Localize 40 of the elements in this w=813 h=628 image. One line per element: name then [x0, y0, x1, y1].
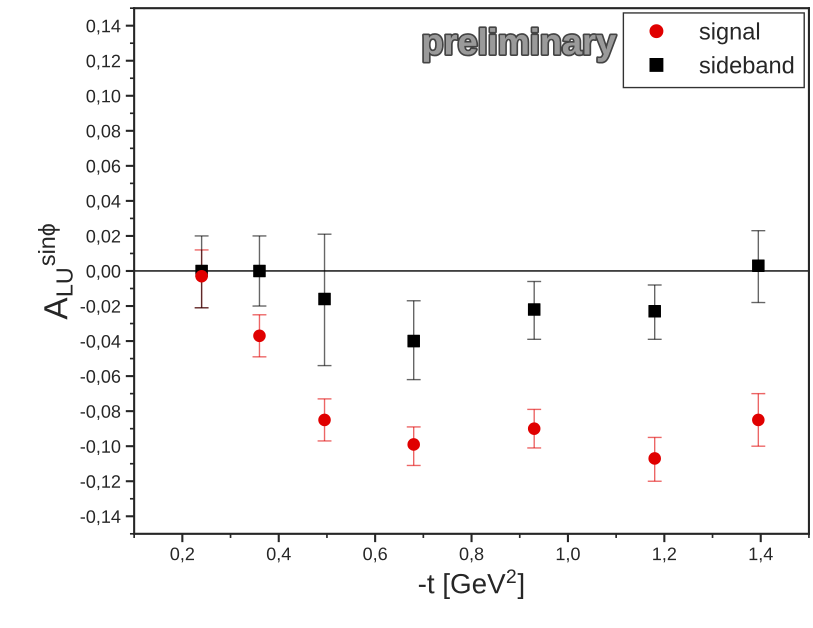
- point: [195, 270, 208, 283]
- point: [648, 305, 661, 318]
- y-tick-label: 0,04: [86, 194, 120, 210]
- y-tick-label: -0,04: [80, 335, 120, 350]
- y-tick-label: -0,08: [80, 405, 120, 420]
- y-tick-label: 0,08: [86, 124, 120, 140]
- x-tick-label: 0,4: [266, 547, 291, 562]
- point: [318, 292, 331, 306]
- annotation: preliminary: [424, 28, 616, 62]
- point: [648, 452, 661, 465]
- x-tick-label: 0,2: [170, 547, 194, 562]
- point: [752, 259, 765, 272]
- point: [253, 264, 266, 278]
- x-tick-label: 1,2: [653, 547, 676, 562]
- point: [528, 303, 540, 316]
- y-tick-label: 0,02: [86, 230, 120, 245]
- point: [528, 422, 540, 435]
- point: [407, 438, 420, 451]
- y-tick-label: 0,10: [86, 90, 120, 105]
- point: [752, 414, 765, 426]
- x-axis-title: -t [GeV$^{2}$]: [418, 569, 524, 599]
- y-tick-label: -0,12: [80, 475, 120, 490]
- x-tick-label: 1,0: [556, 547, 580, 562]
- y-tick-label: 0,06: [86, 160, 120, 175]
- x-tick-label: 0,8: [460, 547, 484, 562]
- y-tick-label: -0,10: [80, 440, 120, 456]
- x-tick-label: 0,6: [363, 547, 387, 562]
- point: [318, 414, 331, 426]
- legend-label: sideband: [700, 56, 794, 74]
- y-tick-label: -0,14: [80, 510, 120, 526]
- y-tick-label: 0,14: [86, 20, 120, 35]
- y-axis-title: A$_{LU}$$^{sinϕ}$: [38, 224, 73, 320]
- x-tick-label: 1,4: [750, 548, 773, 562]
- y-tick-label: 0,12: [86, 54, 120, 70]
- point: [407, 334, 420, 348]
- y-tick-label: 0,00: [86, 264, 120, 280]
- legend-label: signal: [700, 22, 760, 44]
- y-tick-label: -0,02: [80, 300, 120, 315]
- point: [253, 330, 266, 342]
- y-tick-label: -0,06: [80, 370, 120, 385]
